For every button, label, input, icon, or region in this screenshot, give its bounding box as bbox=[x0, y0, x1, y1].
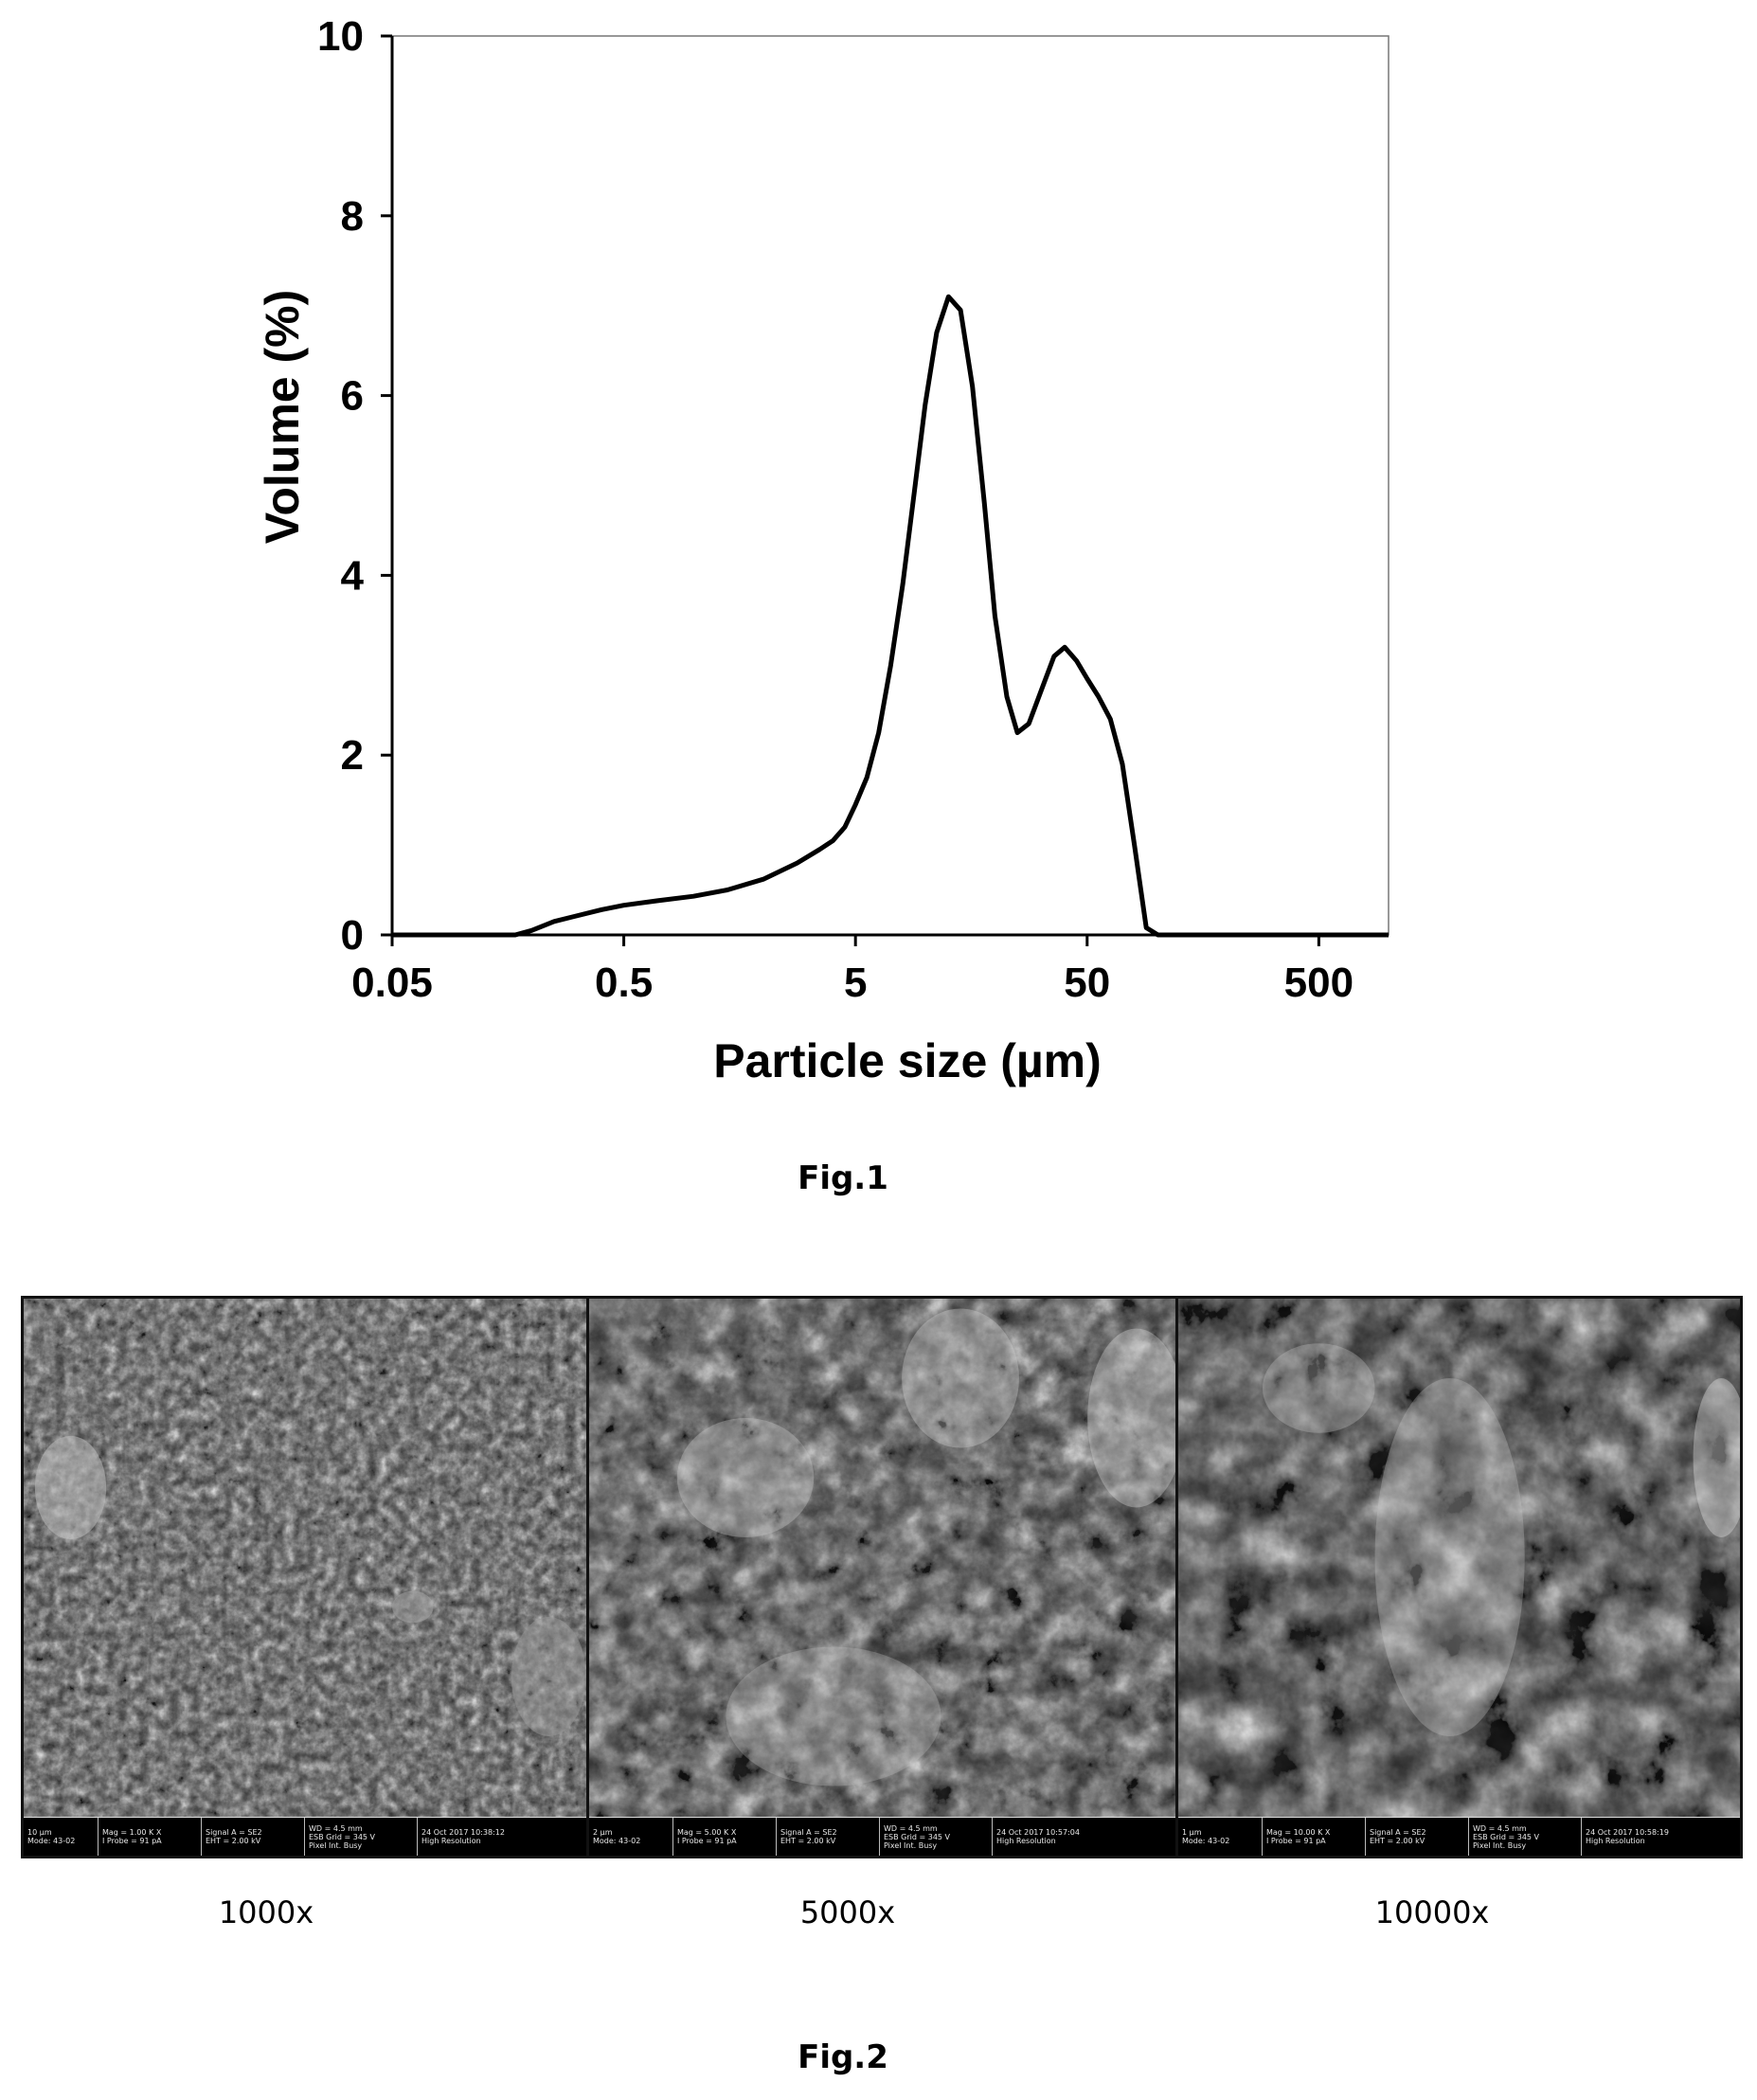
sem-scale-bar-label: 2 µm bbox=[593, 1828, 613, 1837]
sem-probe-text: I Probe = 91 pA bbox=[677, 1837, 737, 1845]
plot-frame bbox=[391, 35, 1389, 936]
sem-signal-text: Signal A = SE2 bbox=[1370, 1828, 1426, 1837]
x-axis-title: Particle size (µm) bbox=[713, 1034, 1102, 1087]
sem-date-text: 24 Oct 2017 10:38:12 bbox=[421, 1828, 505, 1837]
sem-label-10000x: 10000x bbox=[1374, 1894, 1490, 1930]
sem-scale-bar-label: 10 µm bbox=[27, 1828, 52, 1837]
y-tick-label: 8 bbox=[341, 193, 364, 240]
sem-mag-text: Mag = 1.00 K X bbox=[102, 1828, 162, 1837]
sem-scale-bar-label: 1 µm bbox=[1182, 1828, 1202, 1837]
sem-mode-text: Mode: 43-02 bbox=[1182, 1837, 1230, 1845]
x-tick-label: 5 bbox=[844, 960, 867, 1006]
sem-pixel-text: Pixel Int. Busy bbox=[884, 1840, 938, 1850]
sem-esb-text: ESB Grid = 345 V bbox=[884, 1832, 951, 1841]
sem-pixel-text: Pixel Int. Busy bbox=[309, 1840, 363, 1850]
sem-eht-text: EHT = 2.00 kV bbox=[780, 1837, 836, 1845]
x-tick-label: 500 bbox=[1284, 960, 1354, 1006]
sem-resolution-text: High Resolution bbox=[1586, 1837, 1645, 1845]
sem-eht-text: EHT = 2.00 kV bbox=[206, 1837, 261, 1845]
sem-esb-text: ESB Grid = 345 V bbox=[309, 1832, 376, 1841]
sem-label-5000x: 5000x bbox=[799, 1894, 896, 1930]
sem-eht-text: EHT = 2.00 kV bbox=[1370, 1837, 1425, 1845]
sem-micrograph-image bbox=[589, 1299, 1175, 1856]
fig1-caption: Fig.1 bbox=[798, 1159, 888, 1197]
x-tick-label: 50 bbox=[1064, 960, 1110, 1006]
sem-pixel-text: Pixel Int. Busy bbox=[1473, 1840, 1527, 1850]
x-tick-label: 0.5 bbox=[595, 960, 653, 1006]
sem-resolution-text: High Resolution bbox=[996, 1837, 1056, 1845]
sem-wd-text: WD = 4.5 mm bbox=[884, 1823, 938, 1833]
y-tick-label: 6 bbox=[341, 373, 364, 420]
sem-wd-text: WD = 4.5 mm bbox=[1473, 1823, 1527, 1833]
fig2-caption: Fig.2 bbox=[798, 2038, 888, 2076]
fig1-chart: 0 2 4 6 8 10 0.05 0.5 5 50 500 Volume (%) Particl… bbox=[256, 13, 1389, 1087]
volume-distribution-line bbox=[392, 294, 1389, 938]
sem-date-text: 24 Oct 2017 10:58:19 bbox=[1586, 1828, 1669, 1837]
sem-label-1000x: 1000x bbox=[218, 1894, 314, 1930]
sem-mag-text: Mag = 5.00 K X bbox=[677, 1828, 737, 1837]
sem-mag-text: Mag = 10.00 K X bbox=[1266, 1828, 1331, 1837]
sem-wd-text: WD = 4.5 mm bbox=[309, 1823, 363, 1833]
sem-signal-text: Signal A = SE2 bbox=[206, 1828, 262, 1837]
y-tick-label: 10 bbox=[317, 13, 364, 60]
sem-mode-text: Mode: 43-02 bbox=[593, 1837, 641, 1845]
sem-probe-text: I Probe = 91 pA bbox=[1266, 1837, 1326, 1845]
y-tick-label: 4 bbox=[341, 552, 365, 599]
x-axis-ticks: 0.05 0.5 5 50 500 bbox=[351, 935, 1354, 1006]
sem-mode-text: Mode: 43-02 bbox=[27, 1837, 76, 1845]
y-axis-ticks: 0 2 4 6 8 10 bbox=[317, 13, 392, 959]
x-tick-label: 0.05 bbox=[351, 960, 433, 1006]
sem-probe-text: I Probe = 91 pA bbox=[102, 1837, 162, 1845]
y-tick-label: 2 bbox=[341, 732, 364, 779]
y-axis-title: Volume (%) bbox=[256, 290, 309, 545]
sem-resolution-text: High Resolution bbox=[421, 1837, 481, 1845]
sem-date-text: 24 Oct 2017 10:57:04 bbox=[996, 1828, 1080, 1837]
y-tick-label: 0 bbox=[341, 912, 364, 959]
sem-signal-text: Signal A = SE2 bbox=[780, 1828, 837, 1837]
sem-micrograph-image bbox=[24, 1299, 586, 1856]
sem-esb-text: ESB Grid = 345 V bbox=[1473, 1832, 1540, 1841]
sem-micrograph-image bbox=[1178, 1299, 1740, 1856]
